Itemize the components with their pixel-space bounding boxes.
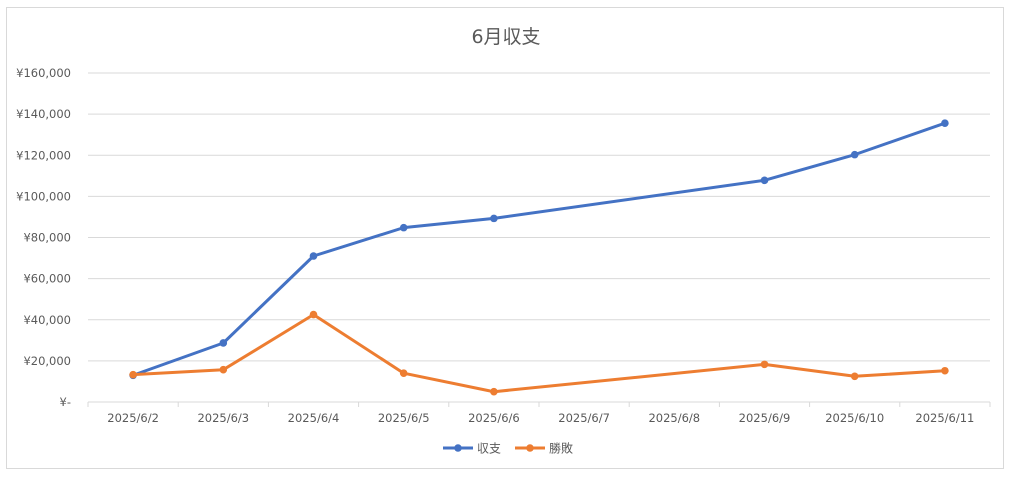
data-point (760, 360, 769, 369)
x-tick-label: 2025/6/4 (288, 411, 340, 425)
x-tick-label: 2025/6/6 (468, 411, 520, 425)
y-tick-label: ¥140,000 (16, 107, 71, 121)
gridlines (88, 72, 990, 403)
y-tick-label: ¥160,000 (16, 66, 71, 80)
x-tick-label: 2025/6/10 (825, 411, 884, 425)
legend-marker (454, 444, 462, 452)
series-line-1 (131, 313, 947, 394)
legend-marker (526, 444, 534, 452)
y-tick-label: ¥120,000 (16, 148, 71, 162)
legend-label: 収支 (477, 442, 501, 456)
x-tick-label: 2025/6/2 (107, 411, 159, 425)
data-point (309, 310, 318, 319)
chart-frame: ¥- ¥20,000 ¥40,000 ¥60,000 ¥80,000 ¥100,000 ¥1… (6, 7, 1004, 469)
data-point (490, 387, 498, 396)
x-tick-label: 2025/6/9 (739, 411, 791, 425)
series-lines (129, 119, 949, 396)
line-chart: ¥- ¥20,000 ¥40,000 ¥60,000 ¥80,000 ¥100,000 ¥1… (16, 26, 991, 456)
data-point (941, 119, 949, 127)
data-point (219, 339, 228, 347)
x-tick-label: 2025/6/8 (648, 411, 700, 425)
y-tick-label: ¥40,000 (23, 313, 71, 327)
y-tick-label: ¥80,000 (23, 231, 71, 245)
legend: 収支 勝敗 (443, 441, 573, 456)
data-point (760, 176, 769, 185)
data-point (850, 372, 859, 381)
chart-title: 6月収支 (471, 26, 540, 48)
axes: ¥- ¥20,000 ¥40,000 ¥60,000 ¥80,000 ¥100,000 ¥1… (16, 66, 991, 425)
legend-label: 勝敗 (549, 441, 573, 456)
y-tick-label: ¥20,000 (23, 354, 71, 368)
y-tick-label: ¥- (60, 395, 71, 409)
data-point (850, 150, 859, 159)
data-point (399, 223, 408, 232)
data-point (129, 370, 137, 379)
data-point (219, 365, 228, 374)
data-point (309, 252, 318, 260)
y-tick-label: ¥100,000 (16, 189, 71, 203)
y-tick-label: ¥60,000 (23, 272, 71, 286)
data-point (941, 366, 949, 375)
x-tick-label: 2025/6/11 (915, 411, 974, 425)
series-line-0 (131, 121, 947, 377)
x-tick-label: 2025/6/7 (558, 411, 610, 425)
data-point (399, 369, 408, 378)
data-point (490, 214, 498, 223)
x-tick-label: 2025/6/5 (378, 411, 430, 425)
x-tick-label: 2025/6/3 (197, 411, 249, 425)
